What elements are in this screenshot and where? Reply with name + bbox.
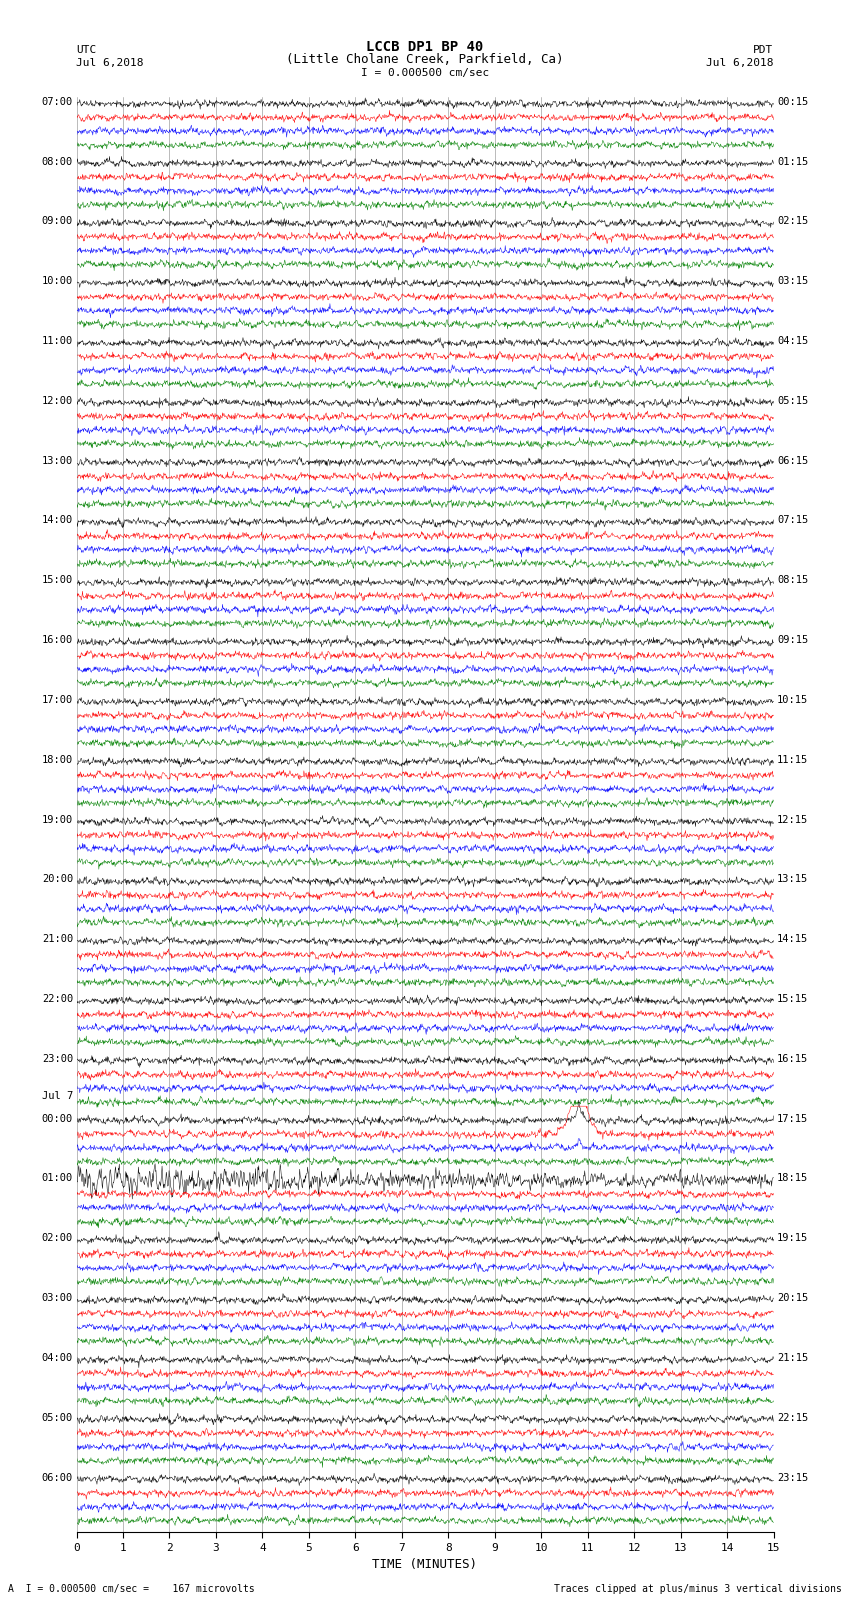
Text: 04:00: 04:00 [42,1353,73,1363]
Text: 07:15: 07:15 [777,516,808,526]
Text: 22:00: 22:00 [42,994,73,1003]
Text: 16:15: 16:15 [777,1053,808,1065]
Text: 22:15: 22:15 [777,1413,808,1423]
Text: 01:00: 01:00 [42,1174,73,1184]
Text: LCCB DP1 BP 40: LCCB DP1 BP 40 [366,40,484,55]
Text: 06:15: 06:15 [777,455,808,466]
Text: Jul 6,2018: Jul 6,2018 [76,58,144,68]
Text: 05:15: 05:15 [777,395,808,406]
Text: 18:00: 18:00 [42,755,73,765]
Text: 12:00: 12:00 [42,395,73,406]
Text: Traces clipped at plus/minus 3 vertical divisions: Traces clipped at plus/minus 3 vertical … [553,1584,842,1594]
Text: 00:15: 00:15 [777,97,808,106]
Text: 14:15: 14:15 [777,934,808,944]
Text: 09:15: 09:15 [777,636,808,645]
Text: 02:15: 02:15 [777,216,808,226]
Text: 13:15: 13:15 [777,874,808,884]
Text: 17:15: 17:15 [777,1113,808,1124]
Text: I = 0.000500 cm/sec: I = 0.000500 cm/sec [361,68,489,77]
Text: 14:00: 14:00 [42,516,73,526]
Text: 01:15: 01:15 [777,156,808,166]
Text: Jul 7: Jul 7 [42,1090,73,1100]
Text: A  I = 0.000500 cm/sec =    167 microvolts: A I = 0.000500 cm/sec = 167 microvolts [8,1584,255,1594]
Text: Jul 6,2018: Jul 6,2018 [706,58,774,68]
Text: 15:00: 15:00 [42,576,73,586]
Text: 16:00: 16:00 [42,636,73,645]
Text: 17:00: 17:00 [42,695,73,705]
Text: 11:15: 11:15 [777,755,808,765]
X-axis label: TIME (MINUTES): TIME (MINUTES) [372,1558,478,1571]
Text: 08:15: 08:15 [777,576,808,586]
Text: 09:00: 09:00 [42,216,73,226]
Text: 19:15: 19:15 [777,1234,808,1244]
Text: 08:00: 08:00 [42,156,73,166]
Text: 06:00: 06:00 [42,1473,73,1482]
Text: PDT: PDT [753,45,774,55]
Text: 23:00: 23:00 [42,1053,73,1065]
Text: 12:15: 12:15 [777,815,808,824]
Text: 19:00: 19:00 [42,815,73,824]
Text: 03:15: 03:15 [777,276,808,286]
Text: 11:00: 11:00 [42,336,73,347]
Text: 10:15: 10:15 [777,695,808,705]
Text: 10:00: 10:00 [42,276,73,286]
Text: 23:15: 23:15 [777,1473,808,1482]
Text: 20:00: 20:00 [42,874,73,884]
Text: (Little Cholane Creek, Parkfield, Ca): (Little Cholane Creek, Parkfield, Ca) [286,53,564,66]
Text: 00:00: 00:00 [42,1113,73,1124]
Text: 04:15: 04:15 [777,336,808,347]
Text: 07:00: 07:00 [42,97,73,106]
Text: 13:00: 13:00 [42,455,73,466]
Text: 03:00: 03:00 [42,1294,73,1303]
Text: 02:00: 02:00 [42,1234,73,1244]
Text: 15:15: 15:15 [777,994,808,1003]
Text: UTC: UTC [76,45,97,55]
Text: 21:15: 21:15 [777,1353,808,1363]
Text: 05:00: 05:00 [42,1413,73,1423]
Text: 21:00: 21:00 [42,934,73,944]
Text: 20:15: 20:15 [777,1294,808,1303]
Text: 18:15: 18:15 [777,1174,808,1184]
